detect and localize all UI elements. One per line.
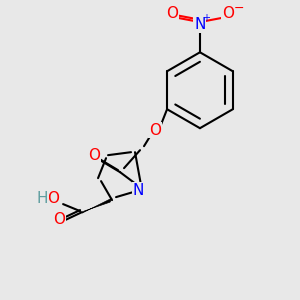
Text: O: O xyxy=(222,6,234,21)
Text: O: O xyxy=(88,148,100,163)
Text: N: N xyxy=(194,17,206,32)
Text: H: H xyxy=(36,190,48,206)
Text: O: O xyxy=(166,6,178,21)
Polygon shape xyxy=(82,198,112,213)
Text: O: O xyxy=(53,212,65,226)
Text: +: + xyxy=(202,13,210,23)
Text: −: − xyxy=(234,2,244,15)
Text: O: O xyxy=(47,190,59,206)
Text: N: N xyxy=(132,183,144,198)
Text: O: O xyxy=(149,123,161,138)
